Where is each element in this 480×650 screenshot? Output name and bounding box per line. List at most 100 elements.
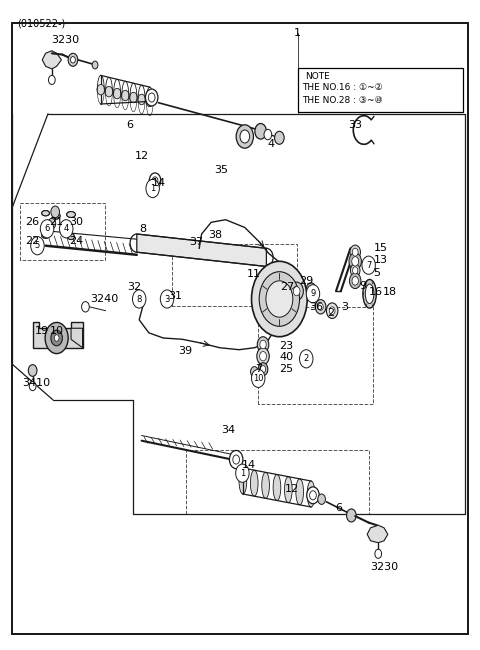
Ellipse shape: [307, 481, 315, 507]
Circle shape: [68, 53, 78, 66]
Text: 37: 37: [189, 237, 203, 247]
Circle shape: [148, 93, 155, 102]
Circle shape: [306, 283, 316, 296]
Circle shape: [45, 322, 68, 354]
Circle shape: [350, 245, 360, 259]
Circle shape: [349, 253, 361, 270]
Text: 7: 7: [366, 261, 372, 270]
Text: 3230: 3230: [51, 35, 79, 46]
Ellipse shape: [296, 479, 303, 505]
Circle shape: [329, 307, 335, 315]
Ellipse shape: [251, 470, 258, 496]
Circle shape: [54, 335, 59, 341]
Circle shape: [347, 509, 356, 522]
Circle shape: [71, 57, 75, 63]
Text: 6: 6: [126, 120, 133, 130]
Text: 25: 25: [279, 364, 293, 374]
Circle shape: [252, 261, 307, 337]
Text: 26: 26: [25, 217, 40, 228]
Text: 29: 29: [299, 276, 313, 286]
Circle shape: [138, 94, 145, 105]
Ellipse shape: [42, 211, 49, 216]
Circle shape: [252, 369, 265, 387]
Polygon shape: [33, 322, 83, 348]
Ellipse shape: [363, 280, 376, 308]
Text: THE NO.16 : ①~②: THE NO.16 : ①~②: [302, 83, 383, 92]
Ellipse shape: [239, 468, 247, 494]
Text: 7: 7: [255, 364, 262, 374]
Text: 10: 10: [49, 326, 64, 337]
Circle shape: [28, 365, 37, 376]
Text: 30: 30: [69, 217, 83, 228]
Text: 10: 10: [253, 374, 264, 383]
Circle shape: [105, 86, 113, 97]
Text: 5: 5: [373, 268, 381, 278]
Circle shape: [97, 84, 105, 95]
Text: 36: 36: [309, 302, 323, 312]
Circle shape: [326, 303, 338, 318]
Circle shape: [318, 303, 324, 311]
Circle shape: [31, 237, 44, 255]
Text: 3: 3: [164, 294, 170, 304]
Circle shape: [352, 257, 359, 266]
Text: 22: 22: [25, 235, 40, 246]
Text: 3240: 3240: [90, 294, 119, 304]
Circle shape: [48, 218, 56, 229]
Circle shape: [260, 340, 266, 349]
Circle shape: [51, 330, 62, 346]
Circle shape: [362, 256, 375, 274]
Text: 35: 35: [214, 165, 228, 176]
Circle shape: [259, 272, 300, 326]
Text: 34: 34: [221, 425, 235, 436]
Circle shape: [251, 367, 258, 377]
Text: NOTE: NOTE: [305, 72, 330, 81]
Circle shape: [261, 365, 266, 372]
Text: 3230: 3230: [370, 562, 398, 572]
Circle shape: [293, 287, 300, 296]
Text: 24: 24: [69, 235, 83, 246]
Text: 2: 2: [304, 354, 309, 363]
Circle shape: [149, 173, 161, 188]
Circle shape: [375, 549, 382, 558]
Circle shape: [233, 455, 240, 464]
Text: 9: 9: [311, 289, 315, 298]
Text: (010522-): (010522-): [17, 18, 65, 28]
Circle shape: [260, 352, 266, 361]
Circle shape: [264, 129, 272, 140]
Circle shape: [255, 124, 266, 139]
Text: 1: 1: [240, 469, 245, 478]
Circle shape: [350, 264, 360, 277]
Text: 13: 13: [373, 255, 387, 265]
Text: 2: 2: [327, 308, 334, 318]
Text: 14: 14: [241, 460, 256, 470]
Circle shape: [257, 337, 269, 352]
Text: 23: 23: [279, 341, 293, 351]
Ellipse shape: [273, 474, 281, 500]
Circle shape: [132, 290, 146, 308]
Circle shape: [145, 89, 158, 106]
Circle shape: [310, 491, 316, 500]
Circle shape: [257, 348, 269, 365]
Text: 6: 6: [44, 224, 50, 233]
Ellipse shape: [42, 233, 49, 239]
Circle shape: [315, 300, 326, 314]
Circle shape: [130, 92, 137, 103]
Polygon shape: [42, 51, 61, 69]
Text: 9: 9: [359, 281, 366, 291]
Circle shape: [152, 177, 158, 185]
Bar: [298, 68, 463, 112]
Polygon shape: [137, 234, 266, 266]
Circle shape: [266, 281, 293, 317]
Circle shape: [240, 130, 250, 143]
Circle shape: [309, 286, 313, 292]
Text: 12: 12: [285, 484, 299, 494]
Text: 1: 1: [294, 27, 301, 38]
Polygon shape: [367, 525, 388, 543]
Circle shape: [300, 350, 313, 368]
Circle shape: [352, 248, 358, 256]
Ellipse shape: [67, 212, 75, 217]
Text: 5: 5: [35, 241, 40, 250]
Text: 15: 15: [373, 243, 387, 254]
Text: 14: 14: [151, 178, 166, 188]
Text: 39: 39: [178, 346, 192, 356]
